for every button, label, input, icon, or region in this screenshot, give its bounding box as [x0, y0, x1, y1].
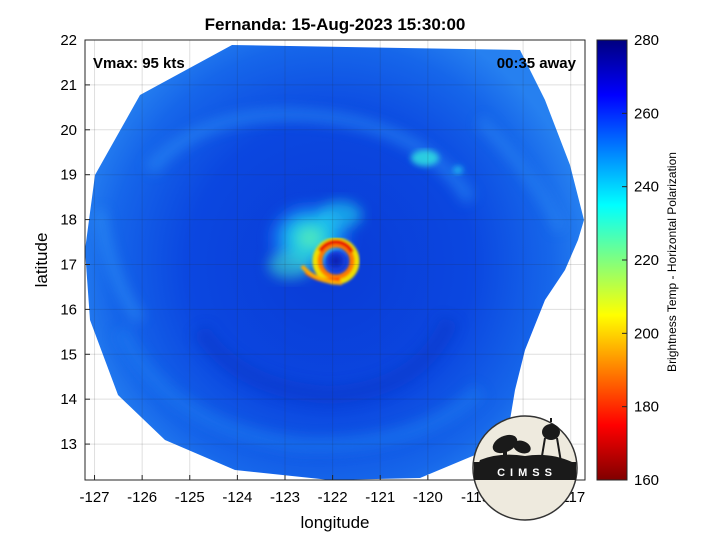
colorbar-tick-label: 220 — [634, 252, 659, 269]
logo-text: CIMSS — [497, 467, 557, 479]
y-tick-label: 22 — [60, 32, 77, 49]
colorbar: 160 180 200 220 240 260 280 Brightness Temp - … — [596, 32, 679, 489]
storm-eye — [326, 251, 346, 271]
colorbar-tick-label: 160 — [634, 472, 659, 489]
satellite-swath — [85, 45, 584, 480]
colorbar-tick-label: 260 — [634, 105, 659, 122]
colorbar-label: Brightness Temp - Horizontal Polarizatio… — [665, 152, 679, 372]
colorbar-tick-label: 200 — [634, 325, 659, 342]
y-tick-label: 19 — [60, 167, 77, 184]
colorbar-tick-label: 280 — [634, 32, 659, 49]
x-tick-label: -120 — [413, 489, 443, 506]
x-tick-label: -127 — [80, 489, 110, 506]
cimss-logo: CIMSS — [472, 415, 578, 521]
map-title: Fernanda: 15-Aug-2023 15:30:00 — [205, 15, 466, 34]
y-tick-label: 14 — [60, 391, 77, 408]
water-tower-icon — [540, 418, 562, 463]
colorbar-tick-label: 180 — [634, 399, 659, 416]
plot-frame — [84, 39, 586, 481]
y-tick-label: 21 — [60, 77, 77, 94]
rainband-north — [411, 150, 439, 166]
y-tick-label: 20 — [60, 122, 77, 139]
grid-lines — [85, 40, 585, 480]
time-away-annotation: 00:35 away — [497, 55, 577, 72]
y-axis-label: latitude — [32, 233, 51, 288]
x-tick-label: -125 — [175, 489, 205, 506]
x-tick-label: -124 — [222, 489, 252, 506]
colorbar-ticks: 160 180 200 220 240 260 280 — [622, 32, 659, 489]
x-axis-label: longitude — [300, 513, 369, 532]
y-tick-label: 13 — [60, 436, 77, 453]
satellite-dish-icon — [492, 434, 531, 460]
x-tick-label: -123 — [270, 489, 300, 506]
y-tick-label: 16 — [60, 301, 77, 318]
x-tick-label: -126 — [127, 489, 157, 506]
x-tick-label: -122 — [318, 489, 348, 506]
y-tick-label: 17 — [60, 256, 77, 273]
y-axis-ticks: 13 14 15 16 17 18 19 20 21 22 — [60, 32, 90, 453]
y-tick-label: 15 — [60, 346, 77, 363]
y-tick-label: 18 — [60, 212, 77, 229]
colorbar-tick-label: 240 — [634, 179, 659, 196]
vmax-annotation: Vmax: 95 kts — [93, 55, 185, 72]
x-tick-label: -121 — [365, 489, 395, 506]
eyewall-hot-arc-north — [318, 239, 355, 254]
